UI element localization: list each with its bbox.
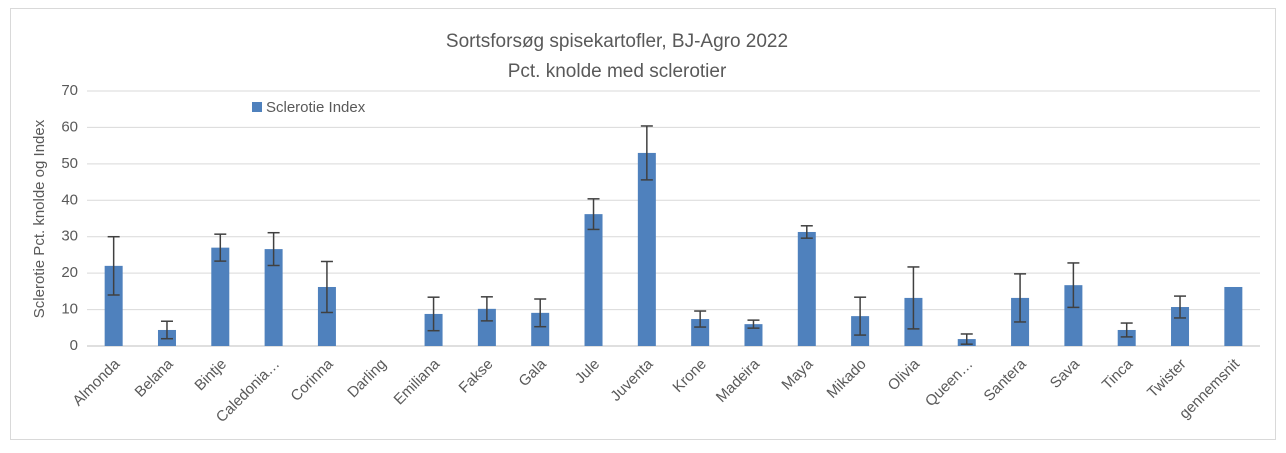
y-axis-label: Sclerotie Pct. knolde og Index bbox=[31, 119, 48, 318]
error-bar bbox=[267, 231, 280, 267]
error-bar bbox=[960, 333, 973, 345]
error-bar bbox=[694, 310, 707, 328]
bar bbox=[531, 312, 550, 346]
error-bar bbox=[640, 125, 653, 181]
error-bar bbox=[160, 320, 173, 340]
bar bbox=[1064, 285, 1083, 346]
bar bbox=[797, 231, 816, 346]
error-bar bbox=[1174, 295, 1187, 319]
bar bbox=[637, 152, 656, 346]
bar bbox=[1224, 286, 1243, 346]
bar bbox=[1117, 329, 1136, 346]
error-bar bbox=[800, 225, 813, 239]
y-tick-label: 60 bbox=[61, 118, 78, 135]
legend-label: Sclerotie Index bbox=[266, 99, 366, 116]
error-bar bbox=[1120, 322, 1133, 338]
error-bar bbox=[907, 266, 920, 330]
error-bar bbox=[534, 298, 547, 328]
error-bar bbox=[854, 296, 867, 336]
chart-subtitle: Pct. knolde med sclerotier bbox=[508, 61, 727, 82]
bar bbox=[584, 214, 603, 346]
error-bar bbox=[320, 260, 333, 314]
y-tick-label: 30 bbox=[61, 228, 78, 245]
error-bar bbox=[480, 296, 493, 322]
bar bbox=[477, 308, 496, 346]
legend-swatch bbox=[252, 102, 262, 112]
y-tick-label: 40 bbox=[61, 191, 78, 208]
y-tick-label: 0 bbox=[70, 337, 78, 354]
bar bbox=[744, 324, 763, 346]
bar bbox=[317, 286, 336, 346]
bar bbox=[691, 319, 710, 346]
error-bar bbox=[427, 296, 440, 332]
error-bar bbox=[1014, 273, 1027, 323]
error-bar bbox=[214, 233, 227, 262]
y-tick-label: 20 bbox=[61, 264, 78, 281]
bar bbox=[211, 247, 230, 346]
y-tick-label: 10 bbox=[61, 301, 78, 318]
bar bbox=[264, 249, 283, 346]
error-bar bbox=[587, 198, 600, 231]
bar bbox=[1171, 307, 1190, 346]
y-tick-label: 70 bbox=[61, 82, 78, 99]
error-bar bbox=[107, 235, 120, 296]
bar bbox=[104, 265, 123, 346]
error-bar bbox=[747, 319, 760, 329]
chart-title: Sortsforsøg spisekartofler, BJ-Agro 2022 bbox=[446, 31, 788, 52]
y-tick-label: 50 bbox=[61, 155, 78, 172]
error-bar bbox=[1067, 262, 1080, 309]
